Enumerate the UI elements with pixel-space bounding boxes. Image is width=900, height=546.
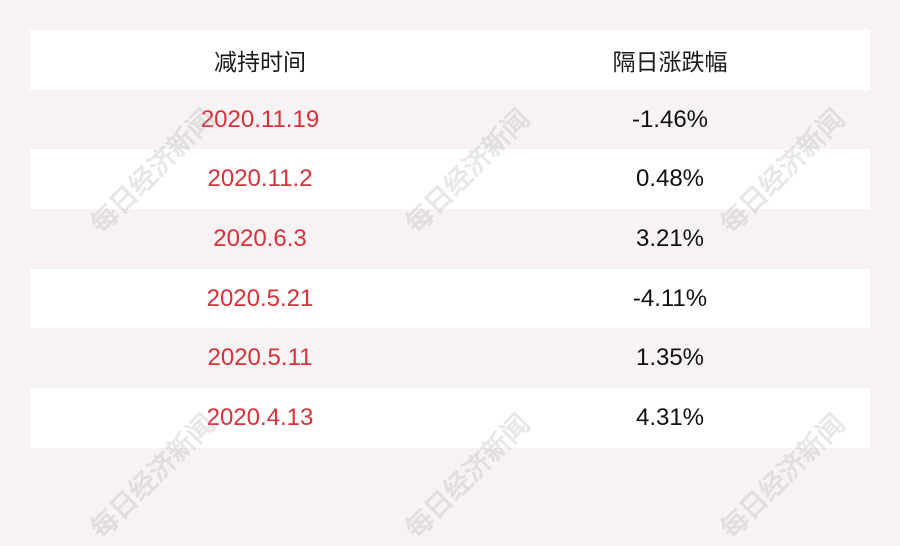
date-cell: 2020.11.19 bbox=[200, 105, 320, 133]
date-cell: 2020.5.21 bbox=[206, 284, 314, 312]
change-cell: -1.46% bbox=[631, 105, 709, 133]
header-next-day-change: 隔日涨跌幅 bbox=[612, 49, 728, 76]
table-row: 2020.5.21 -4.11% bbox=[30, 268, 870, 329]
table-row: 2020.11.19 -1.46% bbox=[30, 89, 870, 150]
table-row: 2020.11.2 0.48% bbox=[30, 149, 870, 210]
date-cell: 2020.5.11 bbox=[207, 344, 313, 372]
change-cell: 4.31% bbox=[635, 403, 705, 431]
change-cell: 1.35% bbox=[635, 344, 705, 372]
change-cell: 3.21% bbox=[635, 224, 705, 252]
date-cell: 2020.11.2 bbox=[207, 165, 313, 193]
table-row: 2020.6.3 3.21% bbox=[30, 209, 870, 269]
table-row: 2020.5.11 1.35% bbox=[30, 328, 870, 389]
date-cell: 2020.6.3 bbox=[213, 224, 307, 252]
table-row: 2020.4.13 4.31% bbox=[30, 388, 870, 448]
change-cell: -4.11% bbox=[632, 284, 708, 312]
table-header: 减持时间 隔日涨跌幅 bbox=[30, 30, 870, 90]
date-cell: 2020.4.13 bbox=[206, 403, 314, 431]
change-cell: 0.48% bbox=[635, 165, 705, 193]
header-reduction-date: 减持时间 bbox=[214, 49, 306, 76]
data-table: 减持时间 隔日涨跌幅 2020.11.19 -1.46% 2020.11.2 0… bbox=[30, 30, 870, 448]
